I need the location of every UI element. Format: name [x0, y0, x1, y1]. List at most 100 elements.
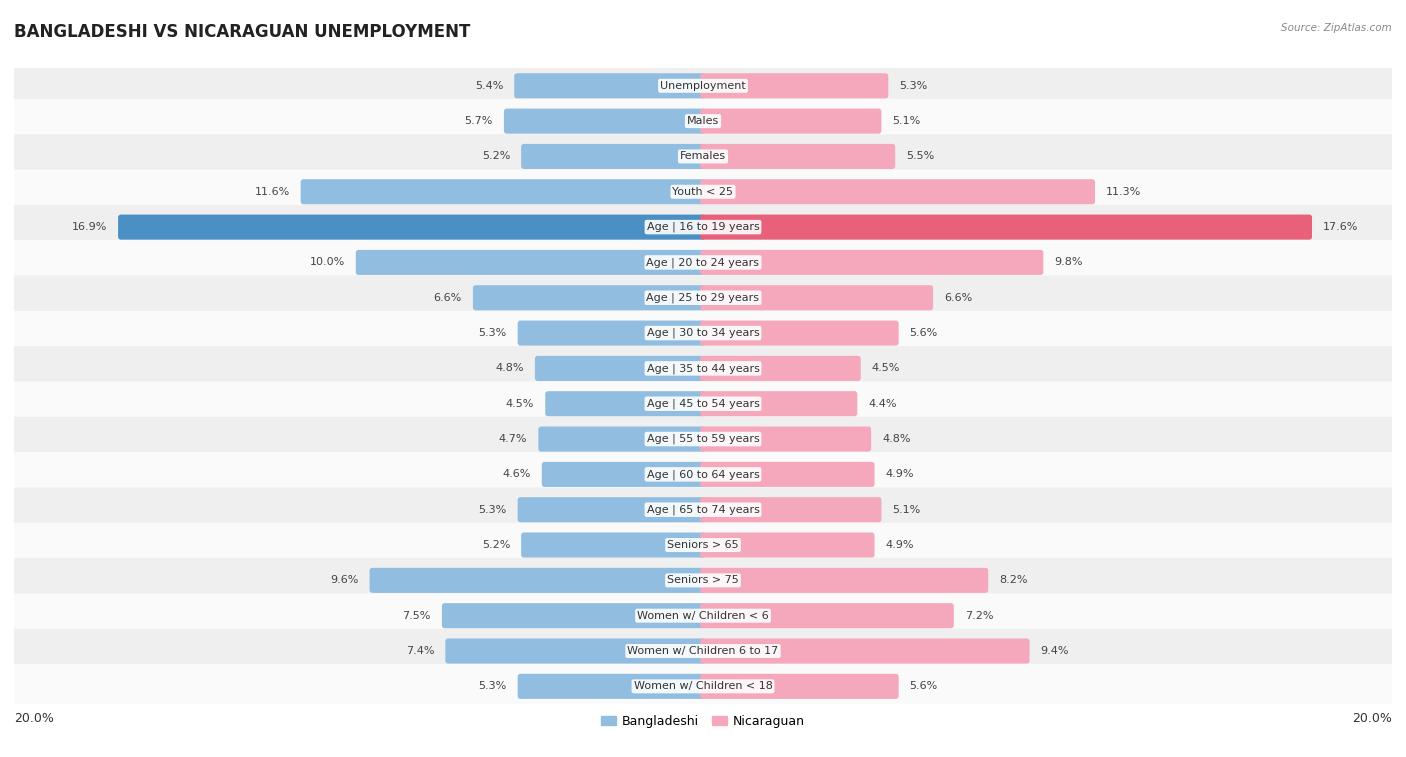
- Text: 4.7%: 4.7%: [499, 434, 527, 444]
- FancyBboxPatch shape: [700, 426, 872, 452]
- FancyBboxPatch shape: [356, 250, 706, 275]
- FancyBboxPatch shape: [8, 205, 1398, 249]
- Text: Women w/ Children < 18: Women w/ Children < 18: [634, 681, 772, 691]
- FancyBboxPatch shape: [517, 497, 706, 522]
- FancyBboxPatch shape: [301, 179, 706, 204]
- Text: 5.2%: 5.2%: [482, 151, 510, 161]
- FancyBboxPatch shape: [538, 426, 706, 452]
- FancyBboxPatch shape: [8, 382, 1398, 426]
- FancyBboxPatch shape: [700, 108, 882, 134]
- FancyBboxPatch shape: [515, 73, 706, 98]
- Text: 5.7%: 5.7%: [464, 116, 494, 126]
- Text: 8.2%: 8.2%: [1000, 575, 1028, 585]
- FancyBboxPatch shape: [446, 638, 706, 664]
- Text: Females: Females: [681, 151, 725, 161]
- Text: 7.4%: 7.4%: [406, 646, 434, 656]
- Text: 9.6%: 9.6%: [330, 575, 359, 585]
- FancyBboxPatch shape: [522, 532, 706, 558]
- FancyBboxPatch shape: [8, 452, 1398, 497]
- Text: Age | 65 to 74 years: Age | 65 to 74 years: [647, 504, 759, 515]
- Text: 17.6%: 17.6%: [1323, 222, 1358, 232]
- Text: Age | 45 to 54 years: Age | 45 to 54 years: [647, 398, 759, 409]
- FancyBboxPatch shape: [700, 497, 882, 522]
- FancyBboxPatch shape: [8, 523, 1398, 567]
- Text: 4.9%: 4.9%: [886, 540, 914, 550]
- Text: Youth < 25: Youth < 25: [672, 187, 734, 197]
- Text: 5.3%: 5.3%: [478, 505, 506, 515]
- FancyBboxPatch shape: [8, 134, 1398, 179]
- Text: 20.0%: 20.0%: [14, 712, 53, 724]
- Text: 7.2%: 7.2%: [965, 611, 993, 621]
- Text: BANGLADESHI VS NICARAGUAN UNEMPLOYMENT: BANGLADESHI VS NICARAGUAN UNEMPLOYMENT: [14, 23, 471, 41]
- FancyBboxPatch shape: [441, 603, 706, 628]
- Text: 10.0%: 10.0%: [309, 257, 344, 267]
- FancyBboxPatch shape: [517, 320, 706, 346]
- Text: 5.1%: 5.1%: [893, 505, 921, 515]
- FancyBboxPatch shape: [8, 558, 1398, 603]
- FancyBboxPatch shape: [503, 108, 706, 134]
- FancyBboxPatch shape: [8, 488, 1398, 532]
- FancyBboxPatch shape: [700, 603, 953, 628]
- Text: 7.5%: 7.5%: [402, 611, 430, 621]
- FancyBboxPatch shape: [700, 285, 934, 310]
- Text: Seniors > 75: Seniors > 75: [666, 575, 740, 585]
- Text: 11.6%: 11.6%: [254, 187, 290, 197]
- FancyBboxPatch shape: [370, 568, 706, 593]
- FancyBboxPatch shape: [534, 356, 706, 381]
- FancyBboxPatch shape: [472, 285, 706, 310]
- FancyBboxPatch shape: [700, 214, 1312, 240]
- FancyBboxPatch shape: [700, 73, 889, 98]
- Text: Unemployment: Unemployment: [661, 81, 745, 91]
- FancyBboxPatch shape: [517, 674, 706, 699]
- FancyBboxPatch shape: [700, 568, 988, 593]
- Text: 4.8%: 4.8%: [882, 434, 911, 444]
- FancyBboxPatch shape: [700, 250, 1043, 275]
- FancyBboxPatch shape: [522, 144, 706, 169]
- Text: 5.5%: 5.5%: [907, 151, 935, 161]
- Text: 6.6%: 6.6%: [945, 293, 973, 303]
- Text: 5.3%: 5.3%: [478, 681, 506, 691]
- FancyBboxPatch shape: [8, 240, 1398, 285]
- Text: Age | 16 to 19 years: Age | 16 to 19 years: [647, 222, 759, 232]
- Text: 4.5%: 4.5%: [506, 399, 534, 409]
- Text: Age | 30 to 34 years: Age | 30 to 34 years: [647, 328, 759, 338]
- Text: Source: ZipAtlas.com: Source: ZipAtlas.com: [1281, 23, 1392, 33]
- FancyBboxPatch shape: [546, 391, 706, 416]
- Text: Women w/ Children 6 to 17: Women w/ Children 6 to 17: [627, 646, 779, 656]
- FancyBboxPatch shape: [8, 170, 1398, 214]
- Legend: Bangladeshi, Nicaraguan: Bangladeshi, Nicaraguan: [596, 710, 810, 733]
- Text: 4.9%: 4.9%: [886, 469, 914, 479]
- Text: 16.9%: 16.9%: [72, 222, 107, 232]
- FancyBboxPatch shape: [8, 346, 1398, 391]
- Text: 5.1%: 5.1%: [893, 116, 921, 126]
- Text: Males: Males: [688, 116, 718, 126]
- FancyBboxPatch shape: [700, 638, 1029, 664]
- Text: 4.6%: 4.6%: [502, 469, 531, 479]
- Text: Age | 25 to 29 years: Age | 25 to 29 years: [647, 292, 759, 303]
- Text: Seniors > 65: Seniors > 65: [668, 540, 738, 550]
- Text: 5.6%: 5.6%: [910, 328, 938, 338]
- Text: Age | 60 to 64 years: Age | 60 to 64 years: [647, 469, 759, 480]
- FancyBboxPatch shape: [8, 664, 1398, 709]
- FancyBboxPatch shape: [700, 144, 896, 169]
- Text: 5.3%: 5.3%: [900, 81, 928, 91]
- Text: Age | 55 to 59 years: Age | 55 to 59 years: [647, 434, 759, 444]
- FancyBboxPatch shape: [700, 391, 858, 416]
- Text: 5.2%: 5.2%: [482, 540, 510, 550]
- FancyBboxPatch shape: [8, 629, 1398, 673]
- Text: 9.8%: 9.8%: [1054, 257, 1083, 267]
- FancyBboxPatch shape: [541, 462, 706, 487]
- Text: 9.4%: 9.4%: [1040, 646, 1069, 656]
- Text: 6.6%: 6.6%: [433, 293, 461, 303]
- Text: Age | 35 to 44 years: Age | 35 to 44 years: [647, 363, 759, 374]
- FancyBboxPatch shape: [700, 462, 875, 487]
- FancyBboxPatch shape: [700, 356, 860, 381]
- Text: 5.4%: 5.4%: [475, 81, 503, 91]
- FancyBboxPatch shape: [700, 674, 898, 699]
- FancyBboxPatch shape: [700, 179, 1095, 204]
- FancyBboxPatch shape: [118, 214, 706, 240]
- FancyBboxPatch shape: [8, 417, 1398, 461]
- Text: 4.8%: 4.8%: [495, 363, 524, 373]
- FancyBboxPatch shape: [8, 64, 1398, 108]
- Text: 4.4%: 4.4%: [869, 399, 897, 409]
